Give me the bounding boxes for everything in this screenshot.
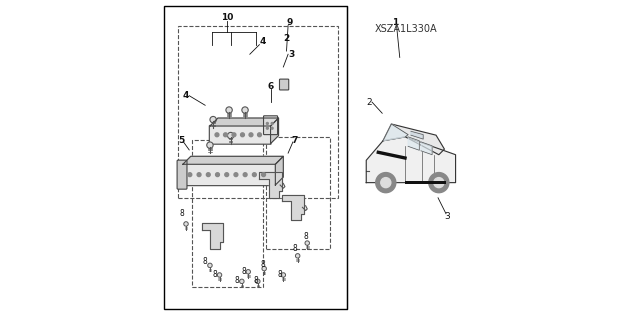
Circle shape [296, 254, 300, 258]
Circle shape [207, 142, 213, 148]
Polygon shape [275, 156, 284, 185]
Circle shape [232, 133, 236, 137]
Circle shape [281, 273, 285, 277]
Text: 8: 8 [235, 276, 239, 285]
Circle shape [262, 173, 266, 177]
Bar [164, 6, 347, 309]
Text: 4: 4 [259, 37, 266, 46]
Circle shape [434, 178, 444, 188]
FancyBboxPatch shape [182, 164, 276, 186]
Circle shape [210, 116, 216, 123]
Circle shape [381, 178, 391, 188]
Circle shape [226, 107, 232, 113]
Text: 5: 5 [178, 136, 184, 145]
Text: 8: 8 [179, 209, 184, 218]
Text: 8: 8 [203, 257, 207, 266]
Circle shape [215, 133, 219, 137]
Circle shape [208, 263, 212, 268]
Text: 1: 1 [392, 18, 398, 27]
Polygon shape [421, 142, 432, 155]
Circle shape [255, 279, 260, 284]
Circle shape [216, 173, 220, 177]
Circle shape [246, 270, 250, 274]
Text: 6: 6 [268, 82, 274, 91]
Circle shape [223, 133, 227, 137]
Bar [193, 140, 262, 287]
FancyBboxPatch shape [209, 125, 271, 144]
Circle shape [252, 173, 256, 177]
Polygon shape [259, 172, 282, 198]
Polygon shape [282, 195, 304, 220]
Circle shape [249, 133, 253, 137]
Polygon shape [411, 131, 423, 139]
Circle shape [257, 133, 261, 137]
Circle shape [225, 173, 228, 177]
Circle shape [305, 241, 310, 245]
FancyBboxPatch shape [280, 79, 289, 90]
Circle shape [206, 173, 210, 177]
Text: 9: 9 [287, 18, 293, 27]
Circle shape [266, 127, 268, 129]
Circle shape [239, 279, 244, 284]
Text: 8: 8 [260, 260, 265, 269]
Circle shape [197, 173, 201, 177]
Polygon shape [366, 137, 456, 182]
Text: 10: 10 [221, 13, 234, 22]
Bar [178, 26, 337, 198]
Circle shape [241, 133, 244, 137]
Text: 2: 2 [367, 98, 372, 107]
Circle shape [218, 273, 221, 277]
Bar [376, 150, 407, 160]
Text: 8: 8 [278, 270, 282, 279]
Circle shape [376, 173, 396, 193]
Text: 8: 8 [241, 267, 246, 276]
Text: 4: 4 [183, 91, 189, 100]
Text: 2: 2 [284, 34, 290, 43]
Polygon shape [383, 124, 444, 155]
FancyBboxPatch shape [264, 116, 278, 135]
Text: 7: 7 [291, 136, 298, 145]
Circle shape [227, 132, 234, 139]
Text: 8: 8 [212, 270, 217, 279]
Bar [405, 181, 445, 184]
Polygon shape [383, 124, 408, 141]
Polygon shape [210, 118, 278, 126]
Circle shape [242, 107, 248, 113]
Text: 8: 8 [303, 232, 308, 241]
Text: 8: 8 [292, 244, 297, 253]
Circle shape [184, 222, 188, 226]
Circle shape [266, 122, 268, 124]
Text: 3: 3 [288, 50, 294, 59]
Circle shape [243, 173, 247, 177]
Circle shape [429, 173, 449, 193]
Bar [266, 137, 330, 249]
Circle shape [271, 122, 273, 124]
Circle shape [188, 173, 192, 177]
Polygon shape [271, 118, 278, 144]
Polygon shape [183, 156, 284, 164]
Circle shape [234, 173, 238, 177]
Text: 3: 3 [445, 212, 451, 221]
Text: XSZA1L330A: XSZA1L330A [375, 24, 438, 34]
Polygon shape [408, 137, 419, 150]
Text: 8: 8 [254, 276, 259, 285]
Polygon shape [202, 223, 223, 249]
Circle shape [262, 266, 266, 271]
Circle shape [271, 127, 273, 129]
FancyBboxPatch shape [177, 160, 187, 189]
